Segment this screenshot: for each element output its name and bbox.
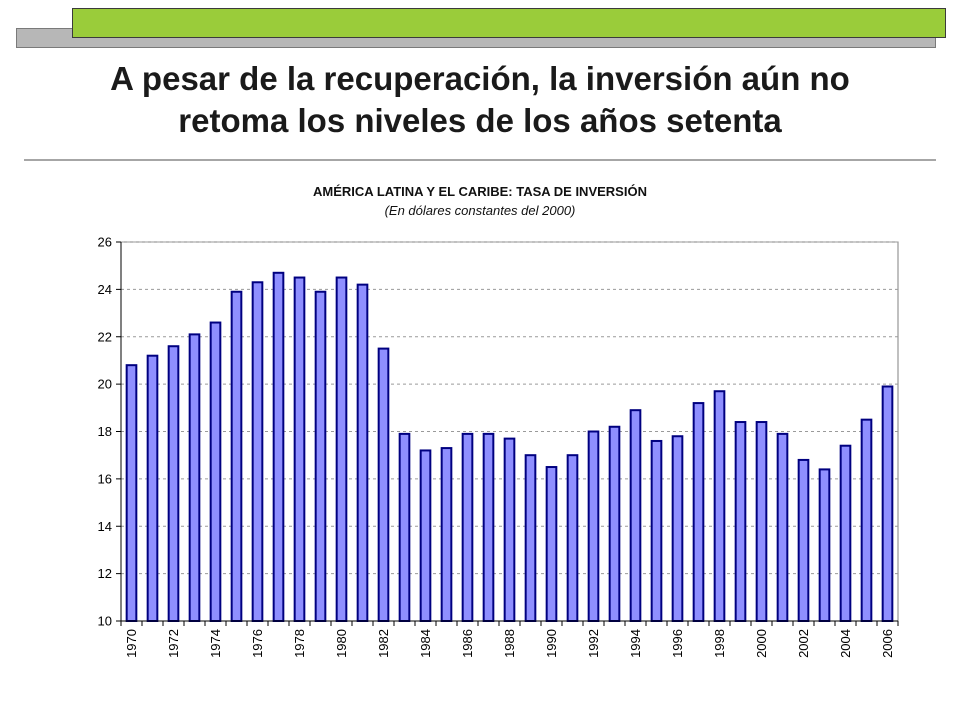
bar-1986 xyxy=(461,432,474,622)
x-tick-label-1992: 1992 xyxy=(586,629,601,658)
y-tick-label: 24 xyxy=(98,282,112,297)
bar-1975 xyxy=(230,290,243,622)
bar-1981 xyxy=(356,283,369,622)
x-tick-label-1988: 1988 xyxy=(502,629,517,658)
bar-2001 xyxy=(776,432,789,622)
bar-1996 xyxy=(671,435,684,622)
y-tick-label: 14 xyxy=(98,519,112,534)
y-tick-label: 22 xyxy=(98,329,112,344)
x-tick-label-1982: 1982 xyxy=(376,629,391,658)
x-tick-label-1974: 1974 xyxy=(208,629,223,658)
bar-1974 xyxy=(209,321,222,622)
x-tick-label-2002: 2002 xyxy=(796,629,811,658)
bar-1992 xyxy=(587,430,600,622)
bar-1994 xyxy=(629,409,642,622)
x-tick-label-2006: 2006 xyxy=(880,629,895,658)
x-tick-label-1990: 1990 xyxy=(544,629,559,658)
bar-1995 xyxy=(650,439,663,622)
bar-1987 xyxy=(482,432,495,622)
y-tick-label: 26 xyxy=(98,235,112,250)
bar-1983 xyxy=(398,432,411,622)
title-divider xyxy=(24,159,936,161)
bar-1999 xyxy=(734,421,747,622)
header-green-bar xyxy=(72,8,946,38)
bar-1970 xyxy=(125,364,138,622)
y-tick-label: 18 xyxy=(98,424,112,439)
x-tick-label-1980: 1980 xyxy=(334,629,349,658)
bar-1988 xyxy=(503,437,516,623)
x-tick-label-1998: 1998 xyxy=(712,629,727,658)
x-tick-label-1970: 1970 xyxy=(124,629,139,658)
x-tick-label-1984: 1984 xyxy=(418,629,433,658)
bar-2000 xyxy=(755,421,768,622)
bar-1973 xyxy=(188,333,201,622)
y-tick-label: 12 xyxy=(98,566,112,581)
bar-1977 xyxy=(272,271,285,622)
bar-2006 xyxy=(881,385,894,622)
bar-1976 xyxy=(251,281,264,622)
bar-1980 xyxy=(335,276,348,622)
y-tick-label: 16 xyxy=(98,471,112,486)
bar-2002 xyxy=(797,458,810,622)
x-tick-label-1986: 1986 xyxy=(460,629,475,658)
bar-1990 xyxy=(545,466,558,622)
bar-1982 xyxy=(377,347,390,622)
bar-1991 xyxy=(566,454,579,622)
x-tick-label-1976: 1976 xyxy=(250,629,265,658)
x-tick-label-1972: 1972 xyxy=(166,629,181,658)
bar-2003 xyxy=(818,468,831,622)
x-tick-label-1994: 1994 xyxy=(628,629,643,658)
y-tick-label: 20 xyxy=(98,377,112,392)
bar-1993 xyxy=(608,425,621,623)
chart-title: AMÉRICA LATINA Y EL CARIBE: TASA DE INVE… xyxy=(313,184,647,199)
bar-2005 xyxy=(860,418,873,622)
x-tick-label-2000: 2000 xyxy=(754,629,769,658)
bar-1979 xyxy=(314,290,327,622)
bar-1972 xyxy=(167,345,180,622)
x-tick-label-1978: 1978 xyxy=(292,629,307,658)
x-tick-label-1996: 1996 xyxy=(670,629,685,658)
bar-1998 xyxy=(713,390,726,623)
bar-1985 xyxy=(440,447,453,622)
chart-subtitle: (En dólares constantes del 2000) xyxy=(384,203,576,218)
bar-1971 xyxy=(146,354,159,622)
y-tick-label: 10 xyxy=(98,614,112,629)
bar-1997 xyxy=(692,402,705,623)
slide-title: A pesar de la recuperación, la inversión… xyxy=(110,60,850,139)
x-tick-label-2004: 2004 xyxy=(838,629,853,658)
bar-1978 xyxy=(293,276,306,622)
bar-1989 xyxy=(524,454,537,622)
bar-1984 xyxy=(419,449,432,623)
bar-2004 xyxy=(839,444,852,622)
